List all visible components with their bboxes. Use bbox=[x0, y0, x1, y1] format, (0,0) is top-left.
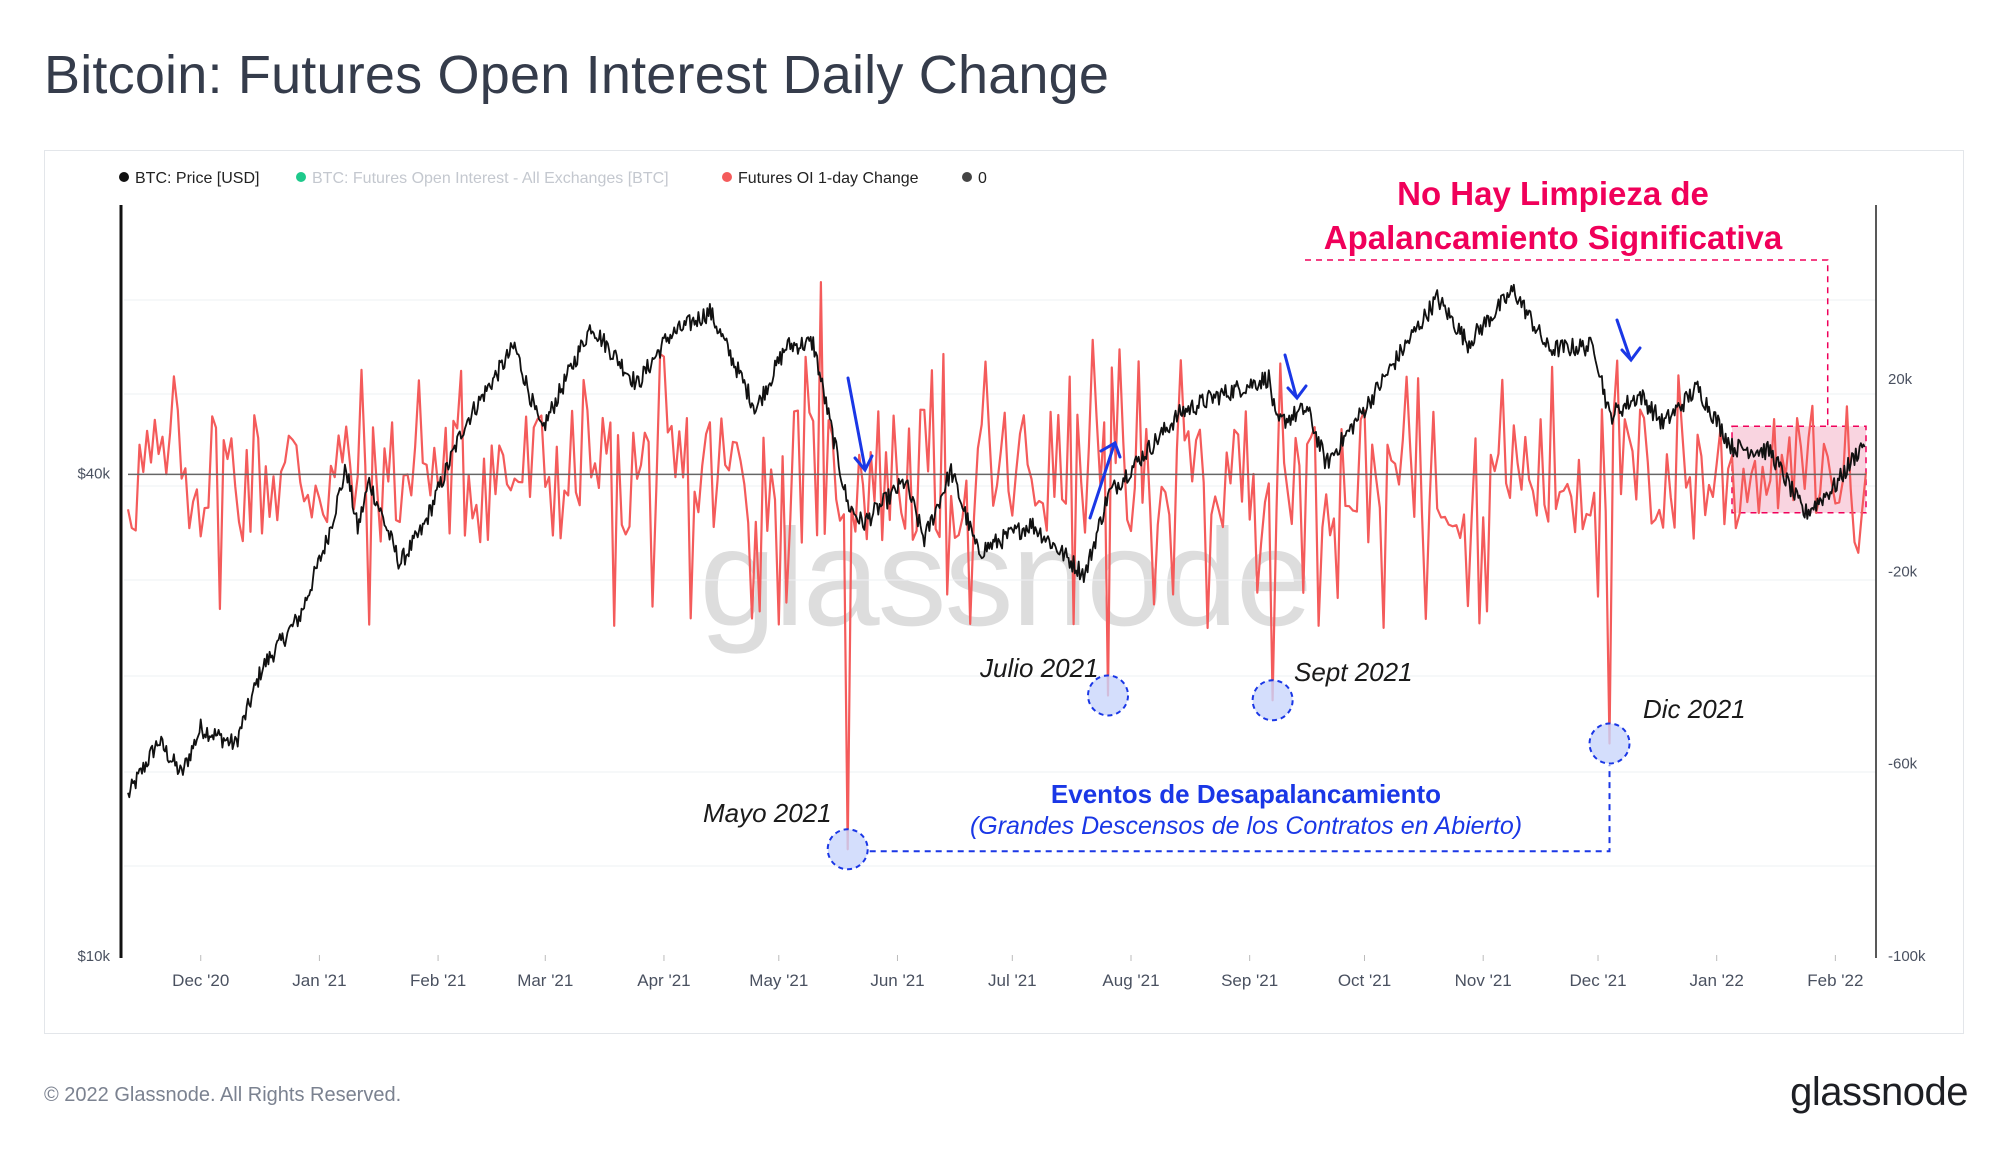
legend-oi-label[interactable]: BTC: Futures Open Interest - All Exchang… bbox=[312, 170, 669, 187]
legend-oi-dot bbox=[296, 172, 306, 182]
legend-oi-change-label[interactable]: Futures OI 1-day Change bbox=[738, 170, 919, 187]
legend-price-dot bbox=[119, 172, 129, 182]
right-tick-label: -20k bbox=[1888, 563, 1918, 580]
x-tick-label: Jul '21 bbox=[988, 971, 1037, 990]
x-tick-label: Oct '21 bbox=[1338, 971, 1391, 990]
legend-zero-dot bbox=[962, 172, 972, 182]
footer-copyright: © 2022 Glassnode. All Rights Reserved. bbox=[44, 1084, 402, 1106]
arrow-may-head bbox=[853, 454, 874, 473]
legend: BTC: Price [USD] BTC: Futures Open Inter… bbox=[119, 170, 987, 187]
right-tick-label: -60k bbox=[1888, 756, 1918, 773]
no-cleanup-line1: No Hay Limpieza de bbox=[1397, 175, 1709, 212]
arrow-may bbox=[846, 376, 867, 470]
event-label-july: Julio 2021 bbox=[979, 653, 1099, 683]
arrow-dec-head bbox=[1620, 346, 1642, 363]
x-tick-label: Sep '21 bbox=[1221, 971, 1278, 990]
arrow-dec bbox=[1615, 318, 1632, 360]
event-markers bbox=[826, 674, 1631, 871]
x-tick-label: Apr '21 bbox=[637, 971, 690, 990]
x-tick-label: Aug '21 bbox=[1102, 971, 1159, 990]
events-connector bbox=[869, 765, 1611, 853]
left-tick-label: $10k bbox=[77, 948, 110, 965]
legend-oi-change-dot bbox=[722, 172, 732, 182]
legend-price-label[interactable]: BTC: Price [USD] bbox=[135, 170, 259, 187]
event-marker-dec bbox=[1588, 722, 1631, 765]
footer-logo: glassnode bbox=[1790, 1070, 1968, 1114]
left-axis-ticks: $40k $10k bbox=[77, 465, 110, 965]
x-axis-ticks: Dec '20 Jan '21 Feb '21 Mar '21 Apr '21 May '… bbox=[172, 955, 1863, 990]
event-marker-july bbox=[1087, 674, 1130, 717]
left-tick-label: $40k bbox=[77, 465, 110, 482]
event-label-sept: Sept 2021 bbox=[1294, 657, 1413, 687]
events-subtitle: (Grandes Descensos de los Contratos en A… bbox=[970, 812, 1522, 840]
x-tick-label: Jan '21 bbox=[292, 971, 346, 990]
arrow-july bbox=[1088, 443, 1116, 520]
right-axis-ticks: 20k -20k -60k -100k bbox=[1888, 371, 1926, 965]
oi-change-line bbox=[126, 281, 1868, 851]
x-tick-label: Jun '21 bbox=[870, 971, 924, 990]
no-cleanup-line2: Apalancamiento Significativa bbox=[1324, 219, 1783, 256]
event-label-dec: Dic 2021 bbox=[1643, 694, 1746, 724]
arrow-july-head bbox=[1099, 440, 1122, 459]
right-tick-label: 20k bbox=[1888, 371, 1913, 388]
right-tick-label: -100k bbox=[1888, 948, 1926, 965]
x-tick-label: Nov '21 bbox=[1455, 971, 1512, 990]
x-tick-label: Feb '22 bbox=[1807, 971, 1863, 990]
x-tick-label: Feb '21 bbox=[410, 971, 466, 990]
arrow-sept-head bbox=[1286, 384, 1308, 401]
gridlines bbox=[124, 299, 1876, 867]
x-tick-label: Dec '20 bbox=[172, 971, 229, 990]
x-tick-label: Jan '22 bbox=[1690, 971, 1744, 990]
x-tick-label: Mar '21 bbox=[517, 971, 573, 990]
price-arrows bbox=[846, 318, 1642, 520]
no-cleanup-connector bbox=[1305, 259, 1829, 427]
x-tick-label: Dec '21 bbox=[1569, 971, 1626, 990]
price-line bbox=[127, 283, 1866, 799]
arrow-sept bbox=[1283, 353, 1298, 398]
legend-zero-label[interactable]: 0 bbox=[978, 170, 987, 187]
event-label-may: Mayo 2021 bbox=[703, 798, 832, 828]
event-marker-sept bbox=[1251, 679, 1294, 722]
x-tick-label: May '21 bbox=[749, 971, 808, 990]
chart-panel bbox=[44, 150, 1964, 1034]
event-marker-may bbox=[826, 828, 869, 871]
page-title: Bitcoin: Futures Open Interest Daily Cha… bbox=[44, 45, 1110, 105]
events-title: Eventos de Desapalancamiento bbox=[1051, 779, 1441, 809]
